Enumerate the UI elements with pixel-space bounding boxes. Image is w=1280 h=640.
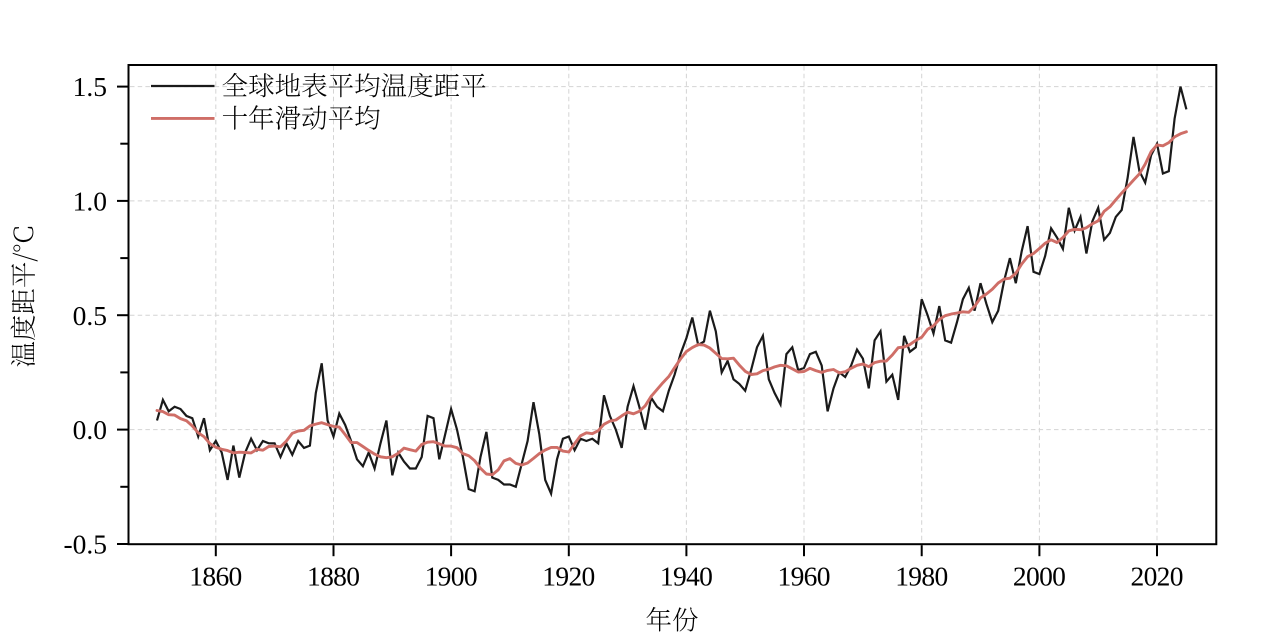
svg-text:2020: 2020 <box>1131 561 1184 592</box>
svg-text:1860: 1860 <box>189 561 242 592</box>
svg-text:1920: 1920 <box>542 561 595 592</box>
svg-text:1880: 1880 <box>307 561 360 592</box>
svg-text:0.0: 0.0 <box>73 414 107 445</box>
svg-text:1.5: 1.5 <box>73 71 107 102</box>
svg-text:1980: 1980 <box>895 561 948 592</box>
svg-text:2000: 2000 <box>1013 561 1066 592</box>
svg-text:-0.5: -0.5 <box>63 529 107 560</box>
svg-text:1940: 1940 <box>660 561 713 592</box>
svg-text:1900: 1900 <box>425 561 478 592</box>
svg-text:1960: 1960 <box>778 561 831 592</box>
svg-text:0.5: 0.5 <box>73 300 107 331</box>
svg-text:1.0: 1.0 <box>73 186 107 217</box>
